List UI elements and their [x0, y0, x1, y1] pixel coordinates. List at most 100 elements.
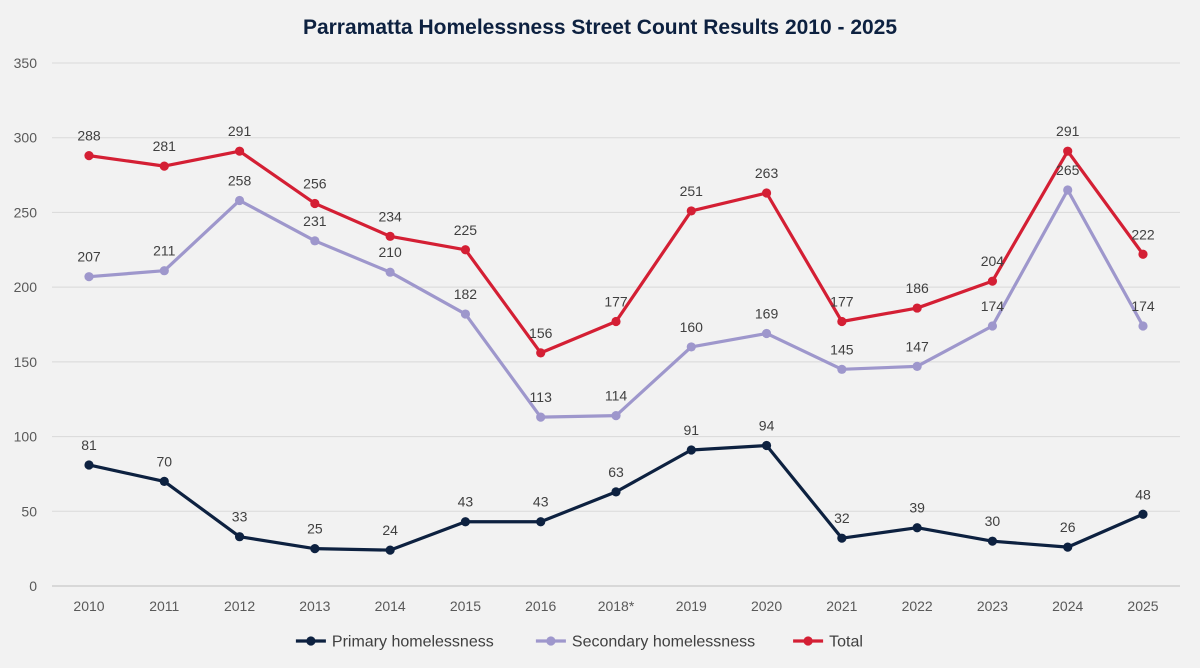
data-point — [912, 361, 922, 371]
data-point — [234, 146, 245, 156]
data-point — [686, 445, 696, 455]
y-tick-label: 50 — [21, 503, 37, 519]
legend-swatch-marker — [306, 636, 316, 646]
x-tick-label: 2022 — [902, 598, 933, 614]
y-tick-label: 200 — [14, 279, 38, 295]
data-label: 263 — [755, 165, 779, 181]
data-label: 207 — [77, 249, 101, 265]
x-tick-label: 2021 — [826, 598, 857, 614]
data-point — [1138, 249, 1148, 259]
x-tick-label: 2018* — [598, 598, 635, 614]
data-point — [159, 266, 169, 276]
x-tick-label: 2024 — [1052, 598, 1083, 614]
data-label: 24 — [382, 522, 398, 538]
data-label: 33 — [232, 509, 248, 525]
data-label: 91 — [683, 422, 699, 438]
data-label: 251 — [680, 183, 704, 199]
data-label: 160 — [680, 319, 704, 335]
legend-label: Secondary homelessness — [572, 634, 755, 651]
data-label: 70 — [156, 453, 172, 469]
data-point — [837, 364, 847, 374]
y-tick-label: 350 — [14, 55, 38, 71]
data-point — [460, 245, 471, 255]
data-label: 222 — [1131, 226, 1155, 242]
x-tick-label: 2012 — [224, 598, 255, 614]
data-point — [536, 348, 546, 358]
x-tick-label: 2023 — [977, 598, 1008, 614]
x-tick-label: 2016 — [525, 598, 556, 614]
data-point — [385, 267, 395, 277]
y-tick-label: 250 — [14, 204, 38, 220]
y-tick-label: 150 — [14, 354, 38, 370]
data-point — [460, 517, 471, 527]
y-tick-label: 300 — [14, 130, 38, 146]
data-label: 258 — [228, 172, 252, 188]
data-point — [1063, 185, 1073, 195]
data-label: 234 — [378, 208, 402, 224]
data-point — [385, 231, 395, 241]
data-label: 169 — [755, 305, 779, 321]
data-point — [234, 532, 245, 542]
data-label: 145 — [830, 341, 854, 357]
data-label: 26 — [1060, 519, 1076, 535]
data-point — [310, 544, 320, 554]
data-label: 81 — [81, 437, 97, 453]
legend-label: Total — [829, 634, 863, 651]
data-label: 43 — [533, 494, 549, 510]
data-point — [611, 487, 621, 497]
x-tick-label: 2015 — [450, 598, 481, 614]
data-point — [761, 440, 772, 451]
data-point — [987, 536, 998, 546]
data-point — [84, 151, 94, 161]
data-label: 210 — [378, 244, 402, 260]
data-point — [912, 523, 922, 533]
data-point — [912, 303, 922, 313]
data-point — [761, 328, 772, 339]
data-point — [1063, 146, 1073, 156]
data-label: 48 — [1135, 486, 1151, 502]
data-label: 211 — [153, 243, 176, 259]
data-label: 156 — [529, 325, 553, 341]
data-label: 43 — [458, 494, 474, 510]
data-point — [234, 195, 245, 206]
data-label: 186 — [905, 280, 929, 296]
legend-swatch-marker — [546, 636, 556, 646]
y-tick-label: 100 — [14, 429, 38, 445]
data-label: 113 — [530, 389, 553, 405]
data-point — [159, 476, 169, 486]
x-tick-label: 2025 — [1127, 598, 1158, 614]
data-point — [987, 276, 998, 286]
x-tick-label: 2019 — [676, 598, 707, 614]
y-tick-label: 0 — [29, 578, 37, 594]
data-label: 177 — [830, 294, 854, 310]
data-point — [536, 517, 546, 527]
data-label: 256 — [303, 175, 327, 191]
data-label: 63 — [608, 464, 624, 480]
data-label: 114 — [605, 388, 628, 404]
data-label: 174 — [981, 298, 1005, 314]
data-point — [1138, 321, 1148, 331]
data-label: 204 — [981, 253, 1005, 269]
x-tick-label: 2020 — [751, 598, 782, 614]
data-label: 291 — [1056, 123, 1080, 139]
data-point — [460, 309, 471, 319]
data-point — [837, 316, 847, 327]
data-point — [536, 412, 546, 422]
data-point — [611, 411, 621, 421]
data-label: 288 — [77, 128, 101, 144]
data-label: 231 — [303, 213, 327, 229]
data-label: 25 — [307, 521, 323, 537]
data-point — [761, 188, 772, 198]
data-point — [987, 321, 998, 331]
data-label: 225 — [454, 222, 478, 238]
data-label: 94 — [759, 418, 775, 434]
x-tick-label: 2011 — [149, 598, 179, 614]
data-point — [159, 161, 169, 171]
data-label: 30 — [985, 513, 1001, 529]
x-tick-label: 2014 — [375, 598, 406, 614]
data-point — [84, 272, 94, 282]
x-tick-label: 2013 — [299, 598, 330, 614]
data-point — [686, 342, 696, 352]
